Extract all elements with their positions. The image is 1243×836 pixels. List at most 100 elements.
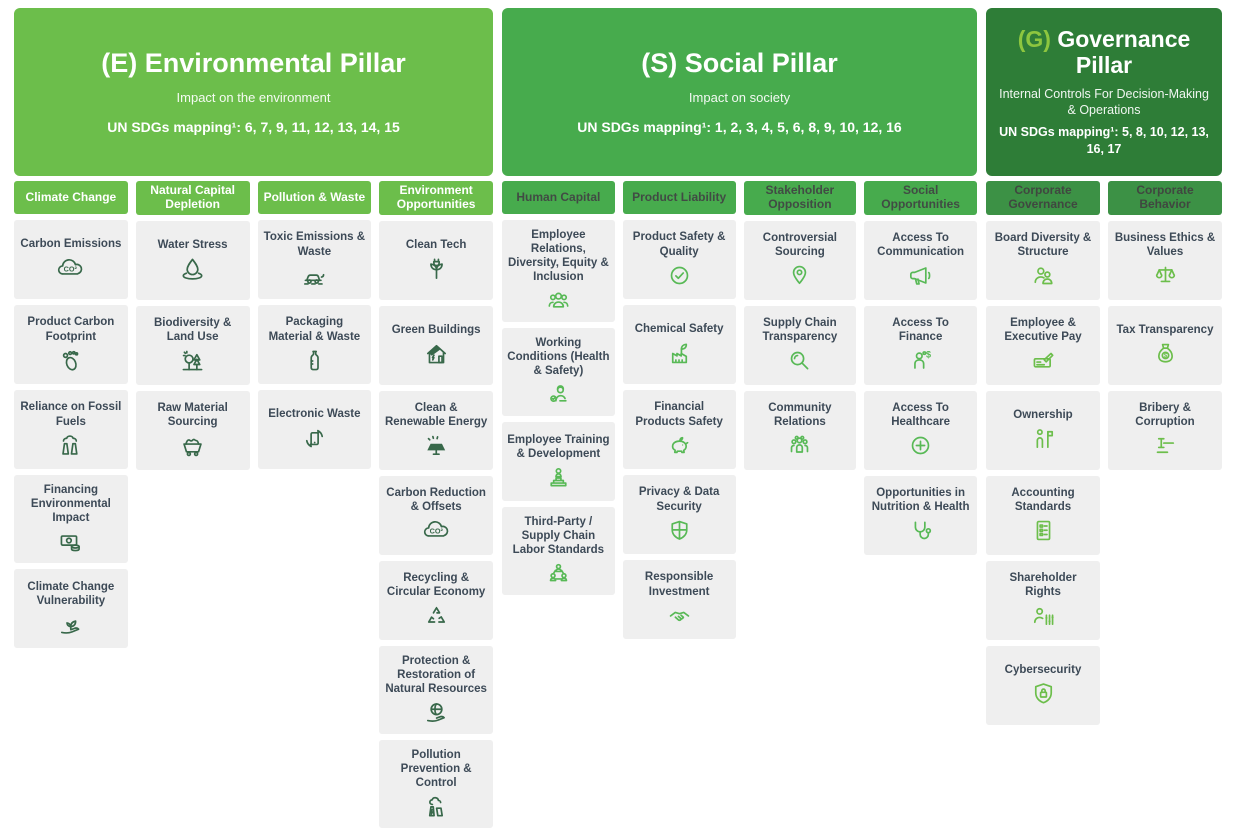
column-header-environment-opportunities: Environment Opportunities <box>379 181 493 215</box>
pillar-prefix: (E) <box>101 47 138 78</box>
topic-card-bribery-corruption: Bribery & Corruption <box>1108 390 1222 470</box>
topic-card-packaging-material-waste: Packaging Material & Waste <box>257 305 372 384</box>
column-header-pollution-waste: Pollution & Waste <box>257 181 372 214</box>
pillar-header: (S) Social Pillar Impact on society UN SDG… <box>502 8 977 176</box>
globe-hand-icon <box>422 698 451 727</box>
topic-card-accounting-standards: Accounting Standards <box>986 475 1100 555</box>
training-podium-icon <box>544 463 573 492</box>
topic-card-label: Access To Finance <box>892 317 949 344</box>
topic-card-label: Product Carbon Footprint <box>27 316 115 343</box>
megaphone-icon <box>906 261 935 290</box>
topic-card-label: Protection & Restoration of Natural Reso… <box>385 654 487 695</box>
co2-cloud-icon: CO² <box>422 516 451 545</box>
column-corporate-behavior: Corporate Behavior Business Ethics & Valu… <box>1108 181 1222 725</box>
pillar-sdg: UN SDGs mapping¹: 6, 7, 9, 11, 12, 13, 1… <box>107 118 400 137</box>
map-pin-icon <box>785 261 814 290</box>
topic-card-label: Cybersecurity <box>1004 664 1082 677</box>
topic-card-label: Board Diversity & Structure <box>994 232 1092 259</box>
topic-card-label: Climate Change Vulnerability <box>27 580 115 607</box>
topic-card-business-ethics-values: Business Ethics & Values <box>1108 220 1222 300</box>
topic-card-label: Shareholder Rights <box>1009 572 1077 599</box>
topic-card-toxic-emissions-waste: Toxic Emissions & Waste <box>257 220 372 299</box>
pillar-header: (G) Governance Pillar Internal Controls F… <box>986 8 1222 176</box>
column-pollution-waste: Pollution & Waste Toxic Emissions & Waste… <box>257 181 372 828</box>
topic-card-green-buildings: Green Buildings <box>379 305 493 385</box>
topic-card-product-safety-quality: Product Safety & Quality <box>622 220 736 299</box>
column-environment-opportunities: Environment Opportunities Clean Tech Green… <box>379 181 493 828</box>
pillar-subtitle: Impact on the environment <box>176 89 331 105</box>
topic-card-label: Working Conditions (Health & Safety) <box>507 337 610 378</box>
topic-card-label: Reliance on Fossil Fuels <box>20 401 122 428</box>
shield-lock-icon <box>1029 679 1058 708</box>
ledger-icon <box>1029 516 1058 545</box>
solar-panel-icon <box>422 431 451 460</box>
topic-card-label: Community Relations <box>768 402 832 429</box>
topic-card-label: Access To Healthcare <box>891 402 951 429</box>
column-social-opportunities: Social Opportunities Access To Communicat… <box>864 181 977 639</box>
pillar-sdg: UN SDGs mapping¹: 1, 2, 3, 4, 5, 6, 8, 9… <box>577 118 901 137</box>
topic-card-label: Supply Chain Transparency <box>762 317 838 344</box>
pillar-title: (E) Environmental Pillar <box>101 48 406 79</box>
column-header-corporate-governance: Corporate Governance <box>986 181 1100 215</box>
trees-sun-icon <box>178 346 207 375</box>
columns-governance: Corporate Governance Board Diversity & St… <box>986 181 1222 725</box>
topic-card-label: Employee Relations, Diversity, Equity & … <box>507 229 609 284</box>
topic-card-carbon-reduction-offsets: Carbon Reduction & Offsets CO² <box>379 475 493 555</box>
topic-card-supply-chain-transparency: Supply Chain Transparency <box>743 305 857 385</box>
banknote-coins-icon <box>56 527 85 556</box>
topic-card-label: Raw Material Sourcing <box>157 402 228 429</box>
columns-social: Human Capital Employee Relations, Diversi… <box>502 181 977 639</box>
column-climate-change: Climate Change Carbon Emissions CO² Product… <box>14 181 128 828</box>
topic-card-privacy-data-security: Privacy & Data Security <box>622 475 736 554</box>
topic-card-community-relations: Community Relations <box>743 390 857 470</box>
medical-cross-icon <box>906 431 935 460</box>
topic-card-label: Green Buildings <box>391 324 481 337</box>
topic-card-label: Bribery & Corruption <box>1135 402 1195 429</box>
mine-cart-icon <box>178 431 207 460</box>
svg-text:CO²: CO² <box>429 527 443 536</box>
factory-bolt-cloud-icon <box>422 792 451 821</box>
column-product-liability: Product Liability Product Safety & Qualit… <box>622 181 736 639</box>
topic-card-electronic-waste: Electronic Waste <box>257 390 372 469</box>
column-header-stakeholder-opposition: Stakeholder Opposition <box>743 181 857 215</box>
plastic-bottle-icon <box>300 346 329 375</box>
topic-card-label: Toxic Emissions & Waste <box>263 231 366 258</box>
topic-card-shareholder-rights: Shareholder Rights <box>986 560 1100 640</box>
column-corporate-governance: Corporate Governance Board Diversity & St… <box>986 181 1100 725</box>
topic-card-biodiversity-land-use: Biodiversity & Land Use <box>135 305 250 385</box>
column-natural-capital-depletion: Natural Capital Depletion Water Stress Bio… <box>135 181 250 828</box>
topic-card-label: Financing Environmental Impact <box>30 484 111 525</box>
topic-card-carbon-emissions: Carbon Emissions CO² <box>14 220 128 299</box>
topic-card-product-carbon-footprint: Product Carbon Footprint <box>14 305 128 384</box>
topic-card-access-to-communication: Access To Communication <box>864 220 977 300</box>
pillar-title-text: Governance Pillar <box>1057 25 1191 79</box>
sdg-numbers: 1, 2, 3, 4, 5, 6, 8, 9, 10, 12, 16 <box>714 118 902 135</box>
topic-card-raw-material-sourcing: Raw Material Sourcing <box>135 390 250 470</box>
power-plant-icon <box>56 431 85 460</box>
topic-card-clean-renewable-energy: Clean & Renewable Energy <box>379 390 493 470</box>
column-header-social-opportunities: Social Opportunities <box>864 181 977 215</box>
magnifier-icon <box>785 346 814 375</box>
pillar-title: (G) Governance Pillar <box>998 26 1210 79</box>
person-sliders-icon <box>1029 601 1058 630</box>
topic-card-working-conditions-health-safety: Working Conditions (Health & Safety) <box>502 328 615 417</box>
column-header-human-capital: Human Capital <box>502 181 615 214</box>
topic-card-label: Third-Party / Supply Chain Labor Standar… <box>512 516 605 557</box>
sdg-label: UN SDGs mapping¹: <box>999 125 1119 140</box>
topic-card-label: Responsible Investment <box>644 571 714 598</box>
svg-text:$: $ <box>1163 354 1167 360</box>
pillar-environmental: (E) Environmental Pillar Impact on the en… <box>14 8 493 828</box>
svg-text:CO²: CO² <box>64 264 78 273</box>
people-group-icon <box>544 286 573 315</box>
topic-card-label: Clean Tech <box>405 239 467 252</box>
solar-house-icon <box>422 339 451 368</box>
column-header-product-liability: Product Liability <box>622 181 736 214</box>
topic-card-financial-products-safety: Financial Products Safety <box>622 390 736 469</box>
person-dollar-icon: $ <box>906 346 935 375</box>
sdg-label: UN SDGs mapping¹: <box>107 118 241 135</box>
topic-card-label: Electronic Waste <box>268 408 361 421</box>
topic-card-label: Water Stress <box>157 239 228 252</box>
check-circle-icon <box>665 261 694 290</box>
pillar-subtitle: Internal Controls For Decision-Making & … <box>999 86 1209 118</box>
